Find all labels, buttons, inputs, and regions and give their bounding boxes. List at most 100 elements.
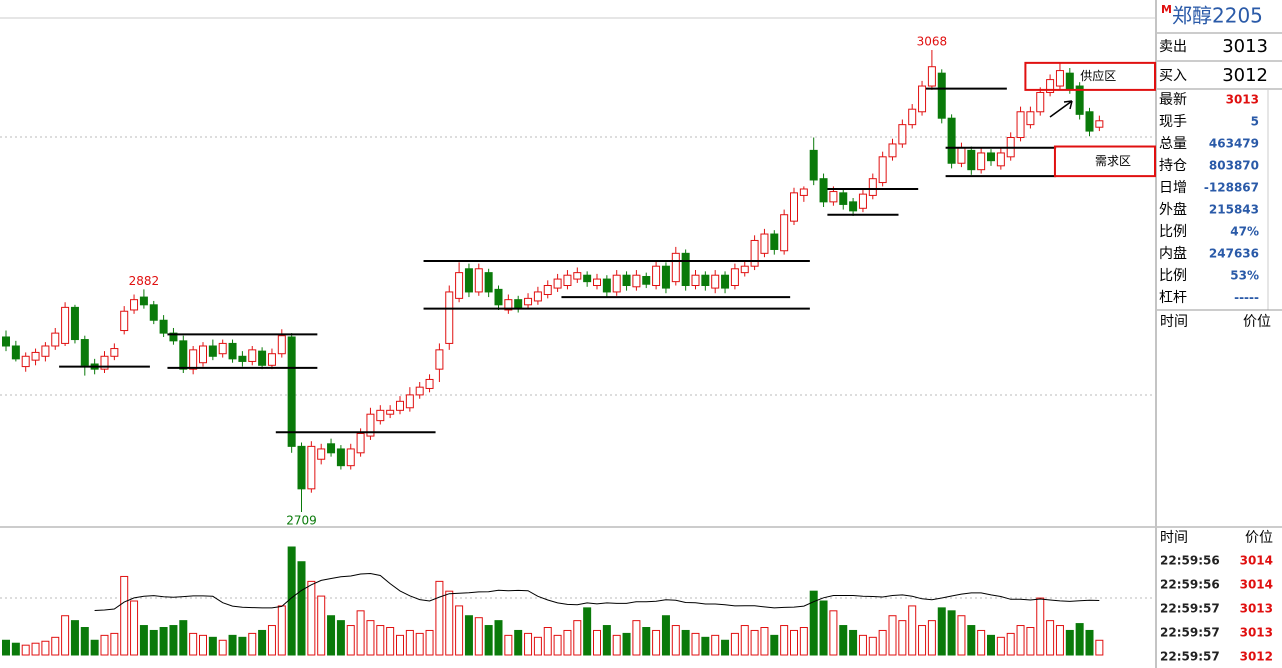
volume-bar (957, 615, 966, 656)
candle-body (327, 443, 336, 454)
volume-bar (849, 629, 858, 656)
candle-body (41, 345, 50, 357)
candle-body (425, 378, 434, 389)
volume-bar (445, 590, 454, 656)
row-value: 47% (1230, 225, 1259, 239)
candle-body (455, 272, 464, 299)
volume-bar (927, 620, 936, 656)
candle-body (100, 355, 109, 370)
volume-bar (238, 636, 247, 656)
candle-body (1046, 79, 1055, 93)
candle-body (730, 268, 739, 287)
candle-body (957, 147, 966, 164)
volume-bar (474, 617, 483, 656)
candle-body (80, 339, 89, 366)
tick-price: 3013 (1240, 602, 1273, 616)
candle-body (1095, 120, 1104, 128)
volume-bar (317, 595, 326, 656)
volume-bar (839, 625, 848, 656)
candle-body (563, 274, 572, 287)
zone-label: 需求区 (1095, 154, 1131, 168)
volume-bar (267, 625, 276, 656)
volume-bar (396, 634, 404, 656)
candle-body (839, 192, 848, 205)
candle-body (61, 306, 70, 344)
header-cell: 价位 (1245, 530, 1273, 546)
candle-body (484, 272, 493, 293)
candle-body (218, 342, 227, 355)
candle-body (130, 299, 139, 311)
candle-body (681, 252, 690, 287)
volume-bar (524, 632, 533, 656)
candle-body (858, 193, 867, 209)
arrow (1049, 100, 1073, 118)
volume-bar (721, 639, 730, 656)
volume-bar (1085, 629, 1094, 656)
candle-body (1016, 111, 1025, 139)
volume-bar (169, 625, 178, 656)
volume-bar (218, 639, 227, 656)
candle-body (189, 349, 198, 370)
volume-bar (297, 561, 306, 656)
volume-bar (691, 632, 700, 656)
candle-body (258, 350, 267, 366)
volume-bar (327, 615, 336, 656)
volume-bar (336, 620, 345, 656)
volume-bar (80, 627, 89, 656)
row-value: 803870 (1209, 159, 1259, 173)
candle-body (1065, 72, 1074, 90)
candle-body (790, 192, 798, 222)
volume-bar (464, 615, 473, 656)
candle-body (612, 274, 621, 293)
volume-bar (543, 627, 552, 656)
row-label: 比例 (1159, 268, 1187, 284)
candle-body (937, 72, 946, 119)
volume-bar (366, 620, 375, 656)
candle-body (740, 265, 749, 274)
volume-bar (937, 607, 946, 656)
candle-body (770, 233, 779, 250)
volume-bar (11, 642, 20, 656)
candle-body (671, 252, 680, 283)
volume-bar (484, 625, 493, 656)
volume-bar (730, 632, 739, 656)
volume-bar (612, 634, 621, 656)
peak-label: 3068 (917, 35, 948, 49)
panel-title: 郑醇2205 (1172, 4, 1263, 28)
volume-bar (435, 580, 444, 656)
candle-body (691, 274, 700, 287)
candle-body (386, 409, 395, 415)
candle-body (474, 268, 483, 293)
candle-body (1026, 111, 1035, 126)
candle-body (898, 124, 907, 145)
volume-bar (878, 629, 887, 656)
candle-body (849, 201, 858, 212)
volume-bar (701, 636, 710, 656)
row-label: 现手 (1159, 114, 1187, 130)
volume-bar (199, 634, 207, 656)
volume-bar (553, 634, 562, 656)
candle-body (927, 66, 936, 87)
volume-bar (120, 575, 129, 656)
volume-bar (858, 634, 867, 656)
volume-bar (740, 625, 749, 656)
volume-bar (632, 620, 641, 656)
candle-body (356, 432, 365, 454)
candle-body (366, 413, 375, 437)
row-value: 5 (1251, 115, 1259, 129)
candle-body (208, 345, 217, 357)
candle-body (297, 445, 306, 490)
volume-bar (583, 607, 592, 656)
candle-body (829, 191, 838, 203)
candle-body (120, 310, 129, 332)
volume-bar (1095, 639, 1104, 656)
volume-bar (415, 632, 424, 656)
volume-bar (711, 634, 720, 656)
candle-body (918, 85, 927, 113)
candle-body (1055, 70, 1064, 87)
badge-bg (1160, 4, 1171, 15)
candle-body (110, 348, 119, 357)
sell-label: 卖出 (1159, 39, 1187, 55)
